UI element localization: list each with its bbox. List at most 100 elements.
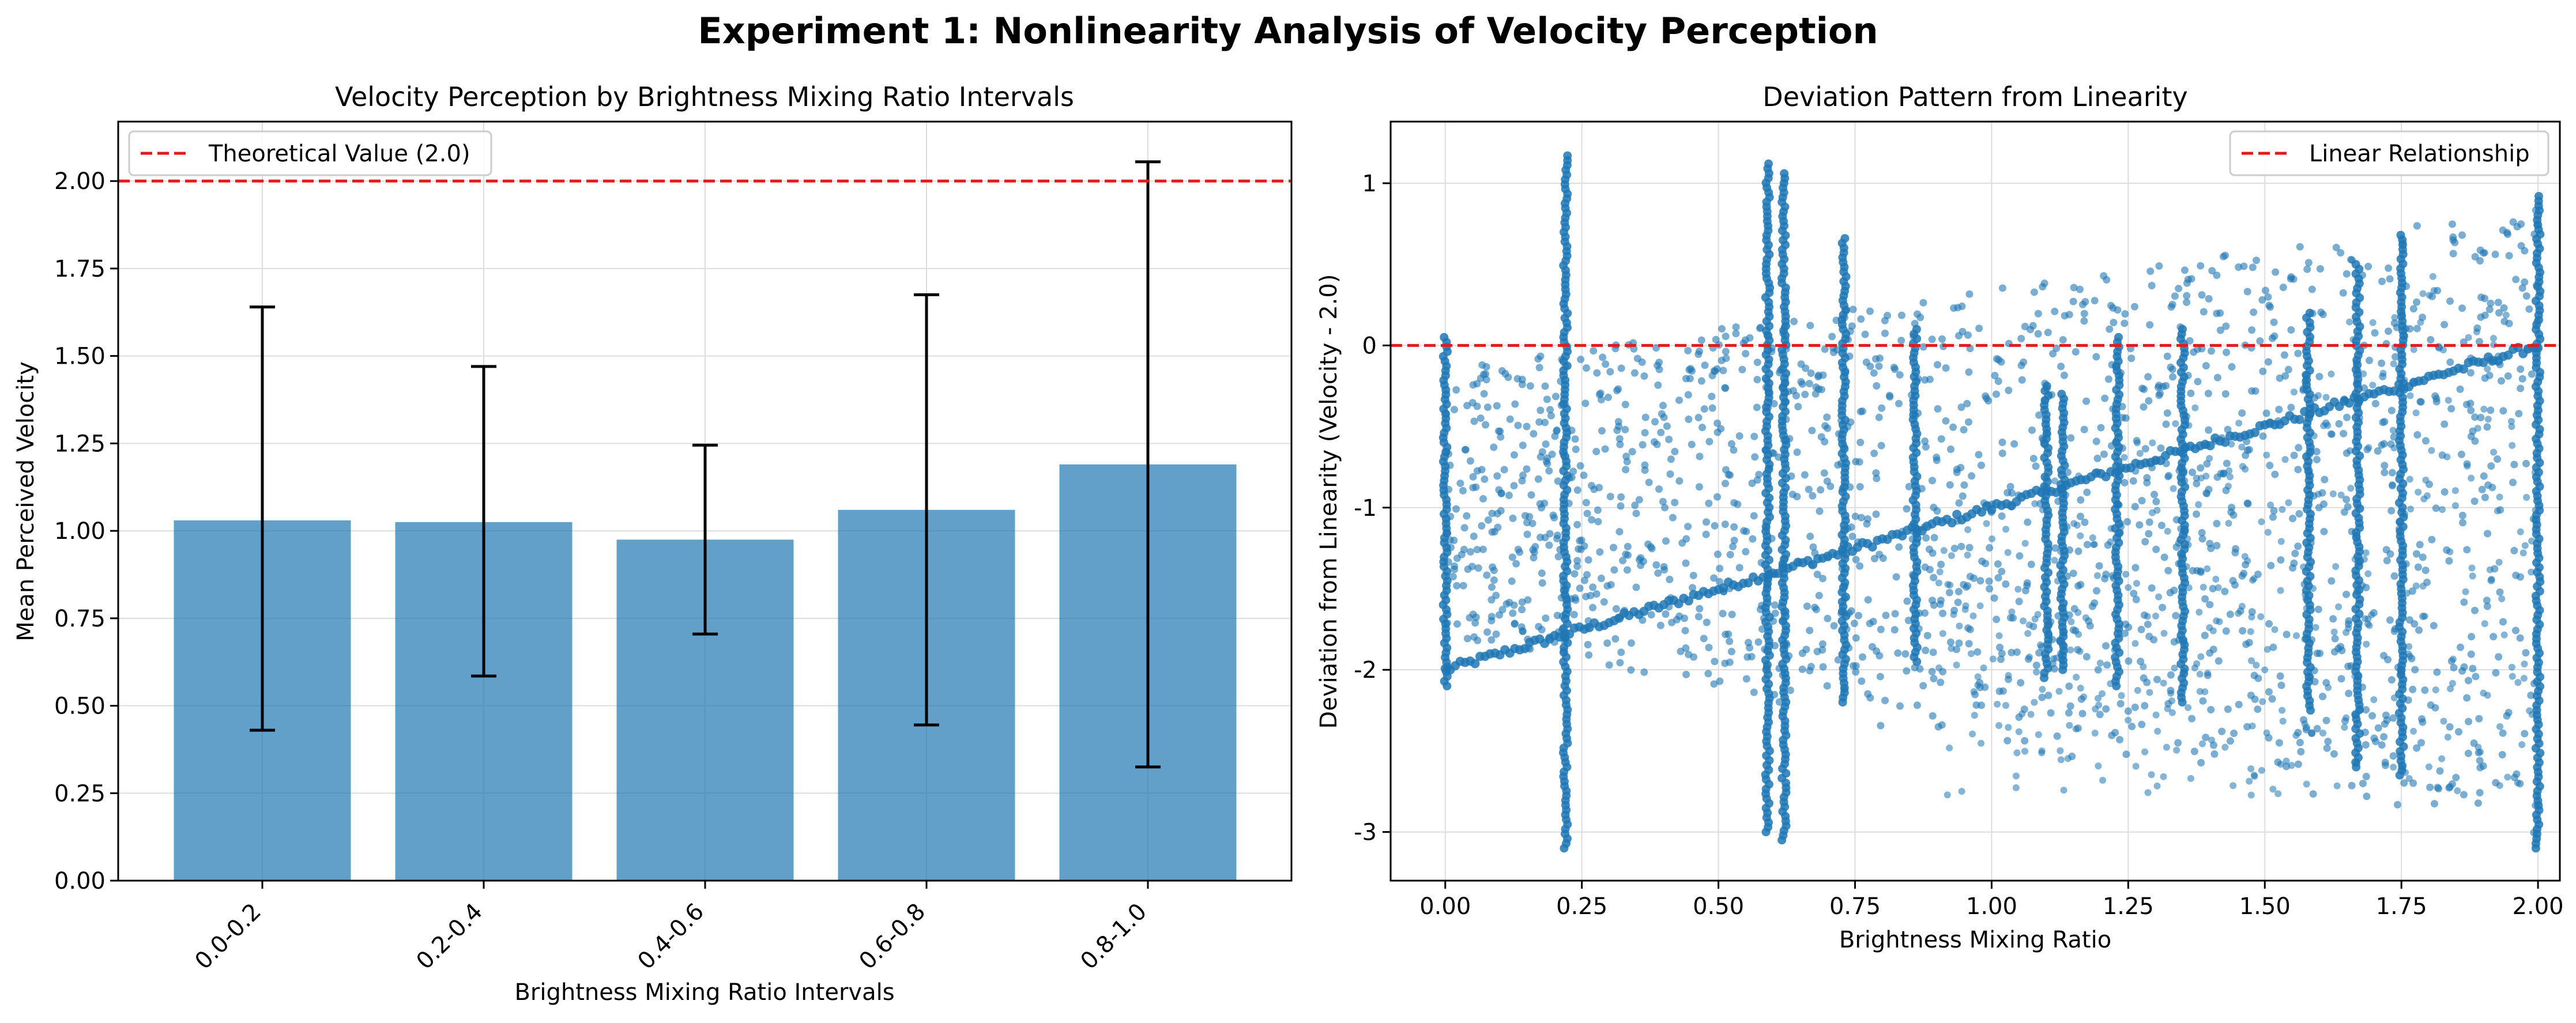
scatter-point (1807, 561, 1816, 569)
scatter-point (1483, 628, 1492, 636)
scatter-point (1857, 514, 1865, 522)
scatter-point (2447, 685, 2454, 693)
scatter-point (1849, 305, 1857, 314)
scatter-point (2111, 728, 2119, 737)
scatter-point (1976, 602, 1984, 610)
bar-chart-x-label: Brightness Mixing Ratio Intervals (514, 979, 894, 1006)
scatter-point (2066, 722, 2073, 729)
scatter-point (2228, 363, 2236, 371)
scatter-point (2505, 708, 2513, 716)
scatter-point (2289, 515, 2297, 523)
scatter-point (1496, 427, 1504, 435)
scatter-point (2305, 469, 2313, 476)
scatter-point (2269, 786, 2277, 793)
scatter-point (2130, 303, 2138, 311)
scatter-point (2061, 481, 2069, 488)
scatter-point (1771, 571, 1779, 579)
scatter-point (2102, 642, 2110, 650)
scatter-point (2389, 426, 2397, 434)
scatter-point (2518, 284, 2526, 292)
scatter-point (2154, 727, 2161, 735)
scatter-point (2193, 480, 2201, 488)
scatter-point (1886, 393, 1894, 401)
scatter-point (2005, 386, 2013, 394)
scatter-point (2225, 520, 2232, 527)
scatter-point (1843, 524, 1851, 533)
scatter-point (2362, 741, 2370, 749)
scatter-point (1806, 322, 1814, 330)
scatter-point (1918, 485, 1926, 493)
scatter-point (2253, 662, 2260, 669)
scatter-point (2351, 556, 2359, 563)
scatter-point (2428, 447, 2435, 454)
scatter-point (2215, 657, 2223, 665)
scatter-point (1797, 378, 1805, 386)
scatter-point (1930, 674, 1938, 682)
scatter-point (2143, 479, 2151, 487)
scatter-point (2189, 469, 2197, 477)
scatter-point (1617, 613, 1625, 621)
scatter-point (2187, 275, 2195, 283)
scatter-point (1732, 330, 1740, 338)
scatter-point (1596, 548, 1604, 556)
scatter-point (1948, 552, 1955, 560)
scatter-point (2131, 640, 2139, 647)
scatter-point (2331, 635, 2339, 643)
scatter-point (2449, 250, 2457, 258)
scatter-point (2333, 782, 2341, 790)
scatter-point (1818, 575, 1826, 583)
scatter-point (2136, 450, 2144, 457)
scatter-chart-x-tick-label: 0.00 (1419, 893, 1471, 920)
scatter-point (1761, 446, 1769, 454)
scatter-point (2180, 266, 2189, 274)
scatter-point (2047, 391, 2055, 399)
scatter-point (1854, 538, 1862, 546)
scatter-point (2038, 693, 2046, 701)
scatter-point (1987, 508, 1995, 516)
scatter-point (2264, 358, 2272, 366)
scatter-point (1641, 429, 1649, 437)
scatter-point (1811, 603, 1819, 611)
scatter-point (2342, 496, 2351, 504)
scatter-point (1957, 542, 1965, 550)
scatter-point (1742, 527, 1750, 535)
scatter-point (2175, 285, 2183, 293)
scatter-point (1757, 558, 1765, 567)
scatter-point (2251, 387, 2259, 395)
scatter-point (2201, 595, 2209, 603)
scatter-point (2110, 574, 2118, 582)
scatter-chart-x-ticks: 0.00 0.25 0.50 0.75 1.00 1.25 1.50 1.75 2.00 (1419, 881, 2564, 920)
scatter-point (2446, 548, 2454, 556)
scatter-point (2441, 488, 2449, 496)
scatter-point (1782, 345, 1790, 353)
scatter-point (2385, 327, 2393, 335)
scatter-point (2027, 711, 2035, 718)
scatter-point (1808, 426, 1816, 435)
scatter-point (2047, 709, 2055, 717)
scatter-point (1953, 645, 1961, 654)
scatter-point (2250, 308, 2258, 316)
scatter-point (1632, 509, 1640, 518)
scatter-point (2411, 666, 2419, 674)
scatter-point (2134, 686, 2141, 694)
scatter-point (2294, 542, 2302, 550)
scatter-point (1682, 559, 1690, 567)
scatter-point (1481, 475, 1489, 483)
scatter-point (2353, 759, 2361, 767)
scatter-point (2256, 337, 2264, 345)
scatter-point (1734, 500, 1742, 508)
scatter-point (1703, 618, 1711, 626)
scatter-point (2390, 627, 2398, 635)
scatter-point (1935, 579, 1942, 587)
scatter-point (1875, 550, 1884, 558)
scatter-point (2287, 326, 2295, 334)
scatter-point (1995, 632, 2003, 640)
scatter-point (2178, 551, 2186, 559)
scatter-point (1975, 324, 1983, 333)
scatter-point (2522, 292, 2530, 300)
scatter-point (2479, 762, 2487, 770)
scatter-point (1698, 424, 1707, 432)
scatter-point (2488, 358, 2496, 367)
scatter-point (2322, 394, 2330, 401)
scatter-point (2421, 613, 2428, 620)
